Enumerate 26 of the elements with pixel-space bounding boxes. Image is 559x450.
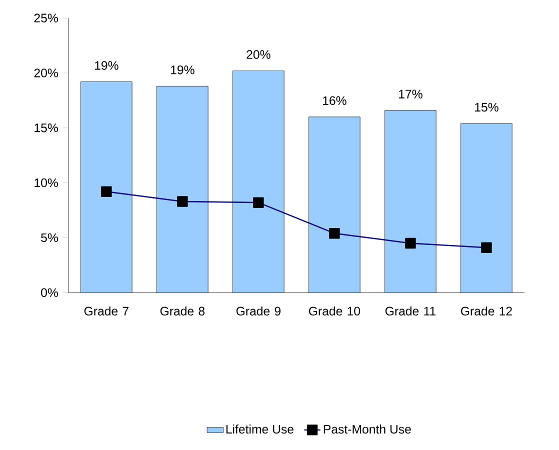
x-tick-label: Grade 11	[385, 306, 436, 316]
bar	[80, 82, 132, 292]
data-label: 19%	[171, 65, 194, 74]
x-tick-label: Grade 12	[461, 306, 512, 316]
y-tick-label: 5%	[41, 233, 58, 242]
bar	[232, 70, 284, 292]
x-tick-label: Grade 9	[236, 306, 281, 316]
y-tick-label: 25%	[34, 14, 58, 22]
y-tick-label: 20%	[34, 68, 58, 78]
bar	[460, 123, 512, 292]
data-label: 17%	[399, 90, 422, 98]
bar	[156, 86, 208, 292]
data-label: 20%	[246, 50, 270, 59]
data-label: 19%	[95, 60, 118, 70]
y-tick-label: 10%	[34, 178, 58, 188]
bar	[308, 116, 360, 292]
x-tick-label: Grade 8	[160, 306, 205, 316]
y-tick-label: 0%	[41, 288, 58, 297]
bar	[384, 110, 436, 292]
x-tick-label: Grade 7	[84, 306, 128, 316]
legend-label: Lifetime Use	[226, 424, 294, 434]
y-tick-label: 15%	[34, 123, 58, 132]
data-label: 16%	[323, 96, 346, 105]
legend-label: Past-Month Use	[324, 424, 411, 434]
data-label: 15%	[475, 102, 498, 112]
x-tick-label: Grade 10	[308, 306, 360, 316]
